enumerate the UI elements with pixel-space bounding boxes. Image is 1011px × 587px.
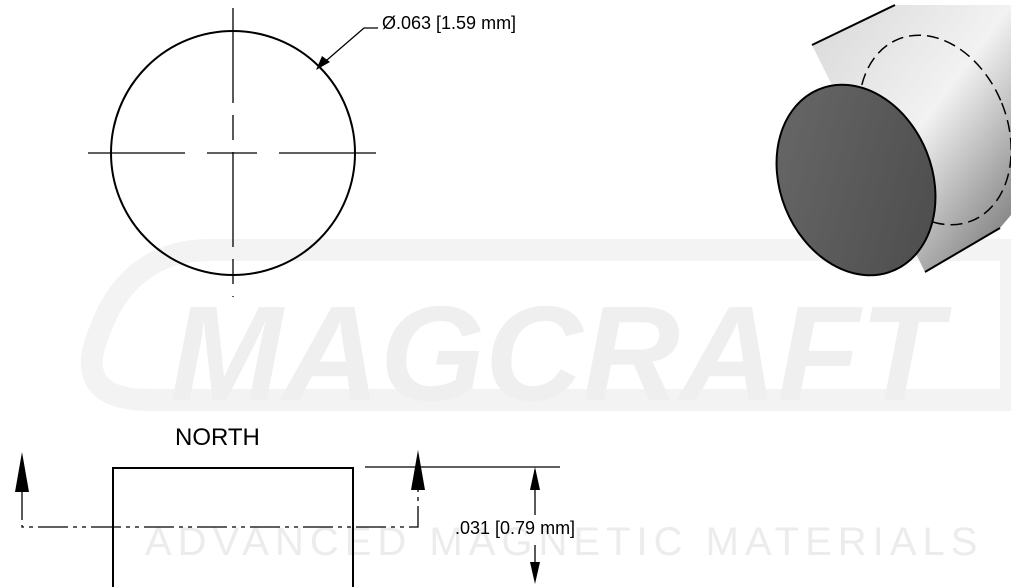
drawing: MAGCRAFT ADVANCED MAGNETIC MATERIALS Ø.0… — [0, 0, 1011, 587]
leader-arrow — [316, 56, 330, 70]
dimension-arrow — [530, 467, 540, 490]
pole-label: NORTH — [175, 424, 260, 451]
section-arrow — [15, 452, 29, 492]
page: MAGCRAFT ADVANCED MAGNETIC MATERIALS Ø.0… — [0, 0, 1011, 587]
watermark-brand: MAGCRAFT — [170, 278, 952, 429]
leader-line — [320, 28, 378, 66]
thickness-dimension: .031 [0.79 mm] — [455, 518, 575, 538]
section-arrow — [411, 450, 425, 490]
watermark: MAGCRAFT ADVANCED MAGNETIC MATERIALS — [92, 250, 1011, 564]
dimension-arrow — [530, 562, 540, 584]
diameter-dimension: Ø.063 [1.59 mm] — [382, 13, 516, 33]
